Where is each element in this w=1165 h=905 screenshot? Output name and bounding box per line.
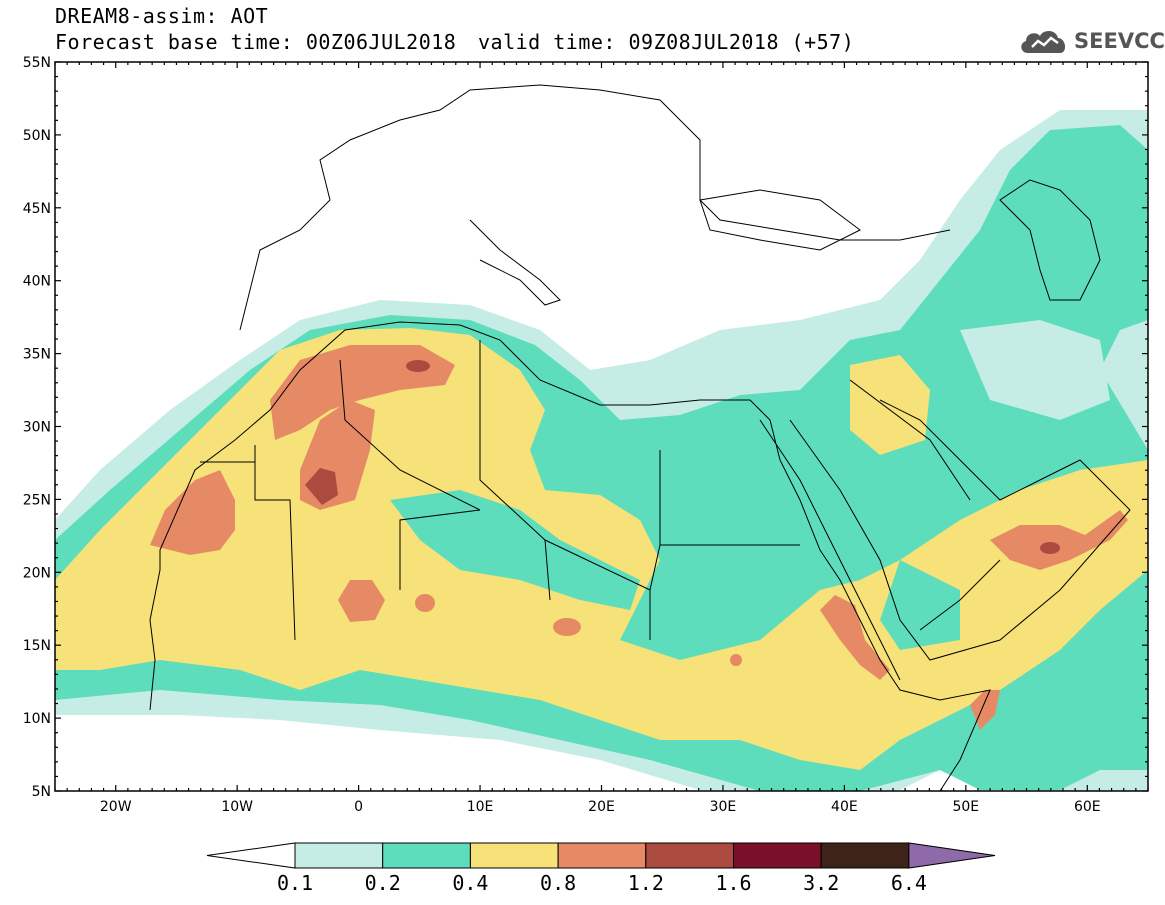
colorbar-swatch <box>557 842 647 869</box>
lat-tick-label: 40N <box>23 274 51 290</box>
border-1 <box>254 445 296 641</box>
aot-blob-level5-algeria <box>305 468 338 505</box>
border-4 <box>479 340 551 601</box>
colorbar-swatch <box>645 842 734 869</box>
cloud-icon <box>1021 30 1066 53</box>
border-5 <box>399 509 481 590</box>
aot-blob-level4-a <box>415 594 435 612</box>
lon-tick-label: 0 <box>354 799 363 815</box>
colorbar-swatch <box>820 842 910 869</box>
italy-coast <box>469 219 561 306</box>
lat-tick-label: 15N <box>23 638 51 654</box>
aot-blob-level4-oman <box>990 510 1128 570</box>
africa-coast <box>149 321 991 791</box>
lat-tick-label: 20N <box>23 565 51 581</box>
colorbar-level-label: 0.4 <box>452 871 489 895</box>
europe-coast <box>239 84 951 331</box>
colorbar-level-label: 0.1 <box>276 871 314 895</box>
logo-text: SEEVCCC <box>1074 29 1165 53</box>
lat-tick-label: 50N <box>23 128 51 144</box>
aot-blob-level4-chad <box>553 618 581 636</box>
lat-tick-label: 30N <box>23 420 51 436</box>
colorbar-swatch <box>469 842 559 869</box>
aot-blob-level4-b <box>730 654 742 666</box>
colorbar-level-label: 0.2 <box>364 871 401 895</box>
lat-tick-label: 25N <box>23 492 51 508</box>
colorbar-swatch <box>382 842 471 869</box>
colorbar-low-arrow <box>206 842 296 869</box>
colorbar-high-arrow <box>908 842 996 869</box>
border-2 <box>200 445 256 463</box>
aot-blob-level2-egypt <box>660 440 800 560</box>
aot-contours <box>55 62 1148 791</box>
lat-tick-label: 45N <box>23 201 51 217</box>
colorbar <box>206 842 996 869</box>
border-10 <box>919 559 1001 631</box>
arabia-coast <box>789 399 1131 661</box>
lat-tick-label: 35N <box>23 347 51 363</box>
caspian-coast <box>999 179 1101 301</box>
aot-blob-level4-eritrea <box>820 595 890 680</box>
axis-ticks <box>54 61 1149 792</box>
colorbar-level-label: 6.4 <box>890 871 927 895</box>
lon-tick-label: 30E <box>710 799 737 815</box>
forecast-base-time: Forecast base time: 00Z06JUL2018 <box>55 30 457 54</box>
border-3 <box>339 359 481 511</box>
lon-tick-label: 10E <box>467 799 494 815</box>
aot-blob-level2-arabia <box>880 560 960 650</box>
lat-tick-label: 55N <box>23 55 51 71</box>
lon-tick-label: 40E <box>831 799 858 815</box>
lon-tick-label: 60E <box>1074 799 1101 815</box>
border-9 <box>849 379 971 501</box>
lon-axis-labels: 20W 10W 0 10E 20E 30E 40E 50E 60E <box>100 799 1101 815</box>
lat-tick-label: 10N <box>23 711 51 727</box>
border-8 <box>649 544 661 591</box>
colorbar-level-label: 1.6 <box>715 871 752 895</box>
aot-blob-level5-a <box>406 360 430 372</box>
aot-blob-level4-mali <box>338 580 385 622</box>
lon-tick-label: 20W <box>100 799 132 815</box>
colorbar-swatch <box>733 842 822 869</box>
map-title: DREAM8-assim: AOT <box>55 4 269 28</box>
valid-time: valid time: 09Z08JUL2018 (+57) <box>478 30 855 54</box>
colorbar-level-label: 3.2 <box>803 871 840 895</box>
lat-tick-label: 5N <box>32 784 51 800</box>
coastlines <box>149 84 1131 791</box>
aot-blob-level4-mauritania <box>150 470 235 555</box>
lon-tick-label: 20E <box>588 799 615 815</box>
aot-blob-level2-sahara <box>390 490 640 610</box>
black-sea-coast <box>699 189 861 251</box>
seevccc-logo: SEEVCCC <box>1018 26 1165 56</box>
aot-blob-level5-oman <box>1040 542 1060 554</box>
colorbar-level-label: 0.8 <box>540 871 577 895</box>
colorbar-level-label: 1.2 <box>627 871 664 895</box>
lon-tick-label: 50E <box>952 799 979 815</box>
lon-tick-label: 10W <box>221 799 253 815</box>
aot-blob-level1-east <box>960 320 1110 420</box>
colorbar-swatch <box>294 842 384 869</box>
lat-axis-labels: 55N 50N 45N 40N 35N 30N 25N 20N 15N 10N 5N <box>23 55 51 800</box>
red-sea-coast <box>759 419 901 681</box>
